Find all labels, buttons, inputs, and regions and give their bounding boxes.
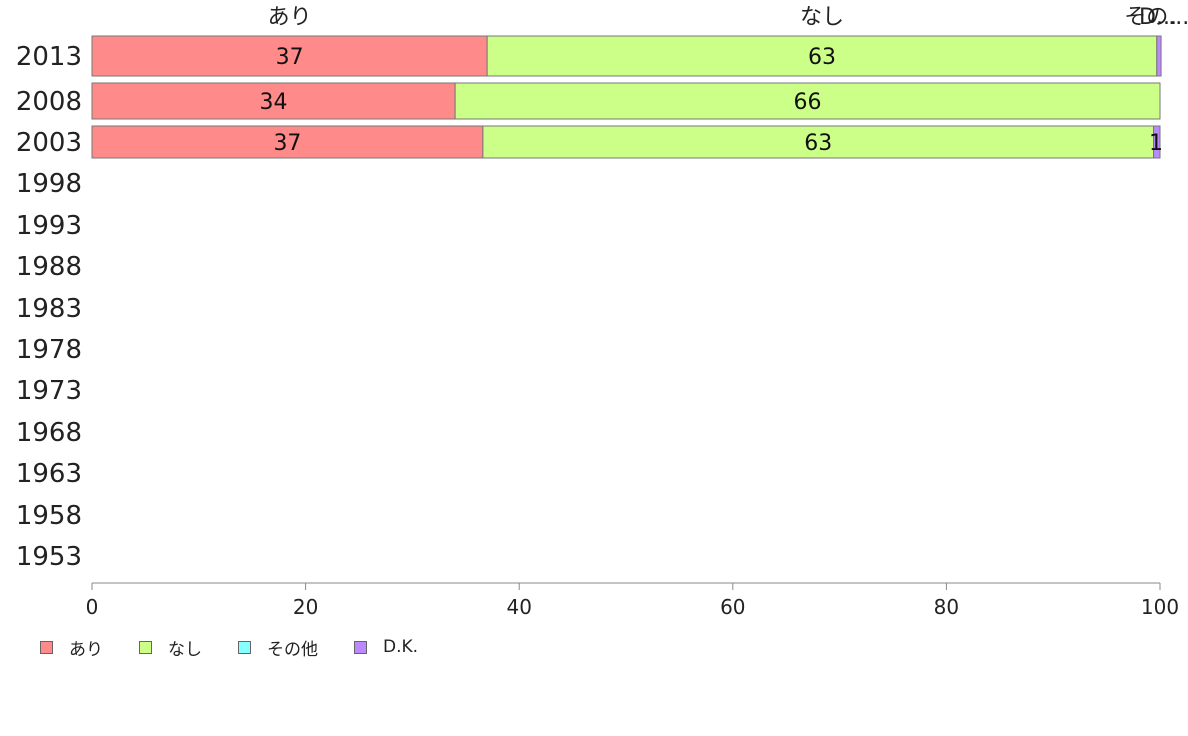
bar-value-label-2013-series-1: 63 (808, 45, 836, 70)
legend-item-3: D.K. (354, 637, 418, 657)
series-top-label-2: その... (1124, 5, 1188, 30)
x-tick-label-60: 60 (720, 595, 745, 619)
x-tick-label-0: 0 (86, 595, 99, 619)
legend-swatch-1 (139, 640, 152, 654)
bar-2003-series-1 (482, 125, 1155, 159)
category-label-1998: 1998 (16, 169, 82, 199)
series-top-label-0: あり (268, 5, 312, 30)
category-label-1993: 1993 (16, 211, 82, 241)
x-tick-label-80: 80 (934, 595, 959, 619)
bars-group: 37 63 34 66 37 63 1 (91, 35, 1163, 159)
category-label-1988: 1988 (16, 252, 82, 282)
x-tick-label-100: 100 (1141, 595, 1179, 619)
category-label-1953: 1953 (16, 542, 82, 572)
category-label-1983: 1983 (16, 294, 82, 324)
bar-2008-series-0 (91, 82, 456, 120)
bar-value-label-2008-series-1: 66 (794, 90, 822, 115)
bar-value-label-2003-series-3: 1 (1149, 131, 1163, 156)
category-label-2013: 2013 (16, 42, 82, 72)
legend-item-1: なし (139, 635, 202, 660)
legend-label-2: その他 (267, 639, 318, 660)
x-tick-label-20: 20 (293, 595, 318, 619)
category-label-1963: 1963 (16, 459, 82, 489)
category-label-1968: 1968 (16, 418, 82, 448)
series-top-labels: あり なし その...D... (268, 5, 1188, 30)
bar-2013-series-0 (91, 35, 488, 77)
legend-swatch-0 (40, 640, 53, 654)
bar-2003-series-0 (91, 125, 484, 159)
category-labels: 2013 2008 2003 1998 1993 1988 1983 1978 1973 1968… (16, 42, 82, 572)
category-label-1978: 1978 (16, 335, 82, 365)
category-label-1958: 1958 (16, 501, 82, 531)
bar-value-label-2013-series-0: 37 (276, 45, 304, 70)
legend-item-2: その他 (238, 635, 318, 660)
bar-2013-series-3 (1156, 35, 1162, 77)
legend-label-0: あり (69, 639, 103, 660)
bar-value-label-2003-series-0: 37 (273, 131, 301, 156)
legend-item-0: あり (40, 635, 103, 660)
legend-swatch-2 (238, 640, 251, 654)
legend-label-3: D.K. (383, 637, 419, 657)
x-tick-label-40: 40 (506, 595, 531, 619)
bar-value-label-2003-series-1: 63 (804, 131, 832, 156)
legend: あり なし その他 D.K. (40, 635, 454, 660)
bar-value-label-2008-series-0: 34 (260, 90, 288, 115)
category-label-1973: 1973 (16, 376, 82, 406)
category-label-2008: 2008 (16, 87, 82, 117)
x-axis: 0 20 40 60 80 100 (86, 582, 1179, 619)
series-top-label-1: なし (800, 5, 844, 30)
bar-2008-series-1 (454, 82, 1161, 120)
bar-2013-series-1 (486, 35, 1158, 77)
bar-2003-series-3 (1153, 125, 1161, 159)
legend-swatch-3 (354, 640, 367, 654)
category-label-2003: 2003 (16, 128, 82, 158)
legend-label-1: なし (168, 639, 202, 660)
series-top-label-3: D... (1139, 5, 1177, 30)
